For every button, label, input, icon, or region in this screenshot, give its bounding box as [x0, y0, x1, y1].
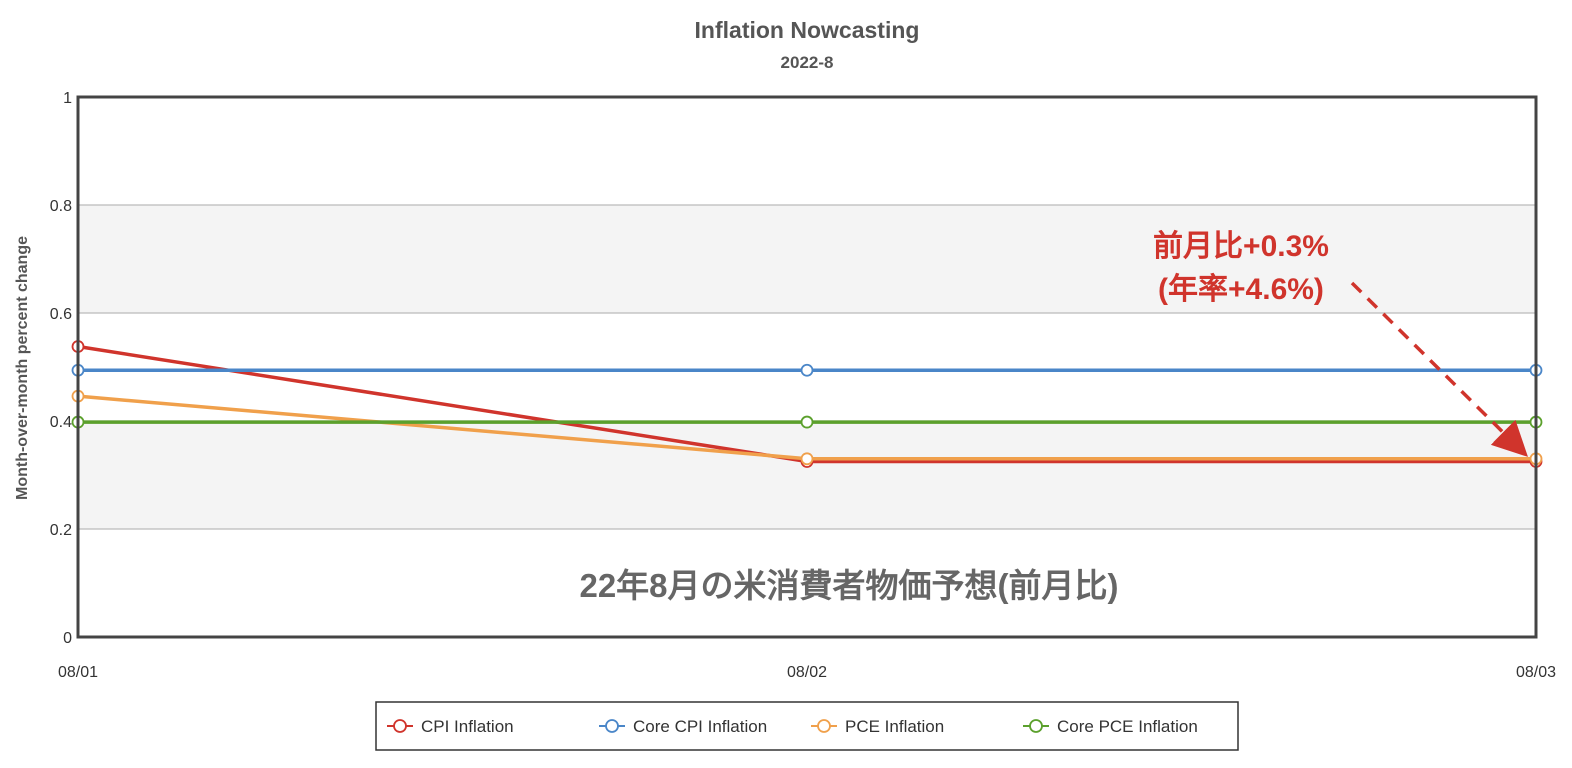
legend-marker-pce-inflation	[817, 719, 831, 733]
x-tick-label: 08/03	[1516, 664, 1556, 681]
plot-band	[78, 421, 1536, 529]
x-tick-label: 08/02	[787, 664, 827, 681]
legend-item-core-pce-inflation: Core PCE Inflation	[1057, 717, 1198, 736]
callout-line-1: 前月比+0.3%	[1153, 230, 1329, 263]
core-cpi-inflation-point	[800, 363, 814, 377]
y-tick-label: 0	[63, 630, 72, 647]
y-tick-label: 1	[63, 90, 72, 107]
legend-marker-cpi-inflation	[393, 719, 407, 733]
y-axis-label: Month-over-month percent change	[14, 236, 31, 500]
pce-inflation-point	[800, 452, 814, 466]
core-pce-inflation-point	[800, 415, 814, 429]
chart-subtitle: 2022-8	[781, 53, 834, 72]
callout-line-2: (年率+4.6%)	[1158, 273, 1324, 306]
legend-box	[375, 701, 1239, 751]
plot-frame	[76, 95, 1538, 639]
center-annotation: 22年8月の米消費者物価予想(前月比)	[579, 567, 1118, 604]
callout-arrow	[1350, 281, 1528, 457]
legend-item-core-cpi-inflation: Core CPI Inflation	[633, 717, 767, 736]
chart-title: Inflation Nowcasting	[695, 17, 920, 43]
legend-item-pce-inflation: PCE Inflation	[845, 717, 944, 736]
y-tick-label: 0.4	[50, 414, 72, 431]
legend-marker-core-pce-inflation	[1029, 719, 1043, 733]
legend-item-cpi-inflation: CPI Inflation	[421, 717, 514, 736]
y-tick-label: 0.2	[50, 522, 72, 539]
x-tick-label: 08/01	[58, 664, 98, 681]
y-tick-label: 0.8	[50, 198, 72, 215]
legend-marker-core-cpi-inflation	[605, 719, 619, 733]
plot-band	[78, 205, 1536, 313]
y-tick-label: 0.6	[50, 306, 72, 323]
